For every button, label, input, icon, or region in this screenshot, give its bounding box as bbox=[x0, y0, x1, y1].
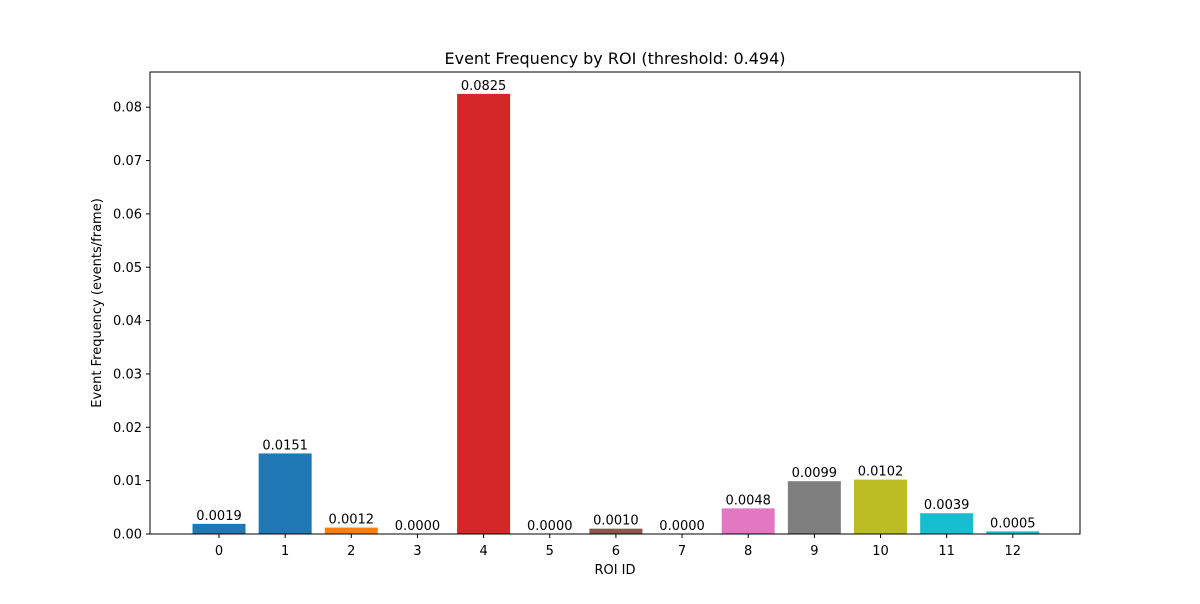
bar-value-label: 0.0039 bbox=[924, 498, 970, 513]
y-tick-label: 0.00 bbox=[113, 528, 142, 543]
x-tick-label: 9 bbox=[810, 544, 818, 559]
x-tick-label: 0 bbox=[215, 544, 223, 559]
bar-value-label: 0.0048 bbox=[725, 493, 771, 508]
y-tick-label: 0.04 bbox=[113, 314, 142, 329]
bar-value-label: 0.0005 bbox=[990, 516, 1036, 531]
bar-value-label: 0.0012 bbox=[329, 513, 375, 528]
bar bbox=[258, 453, 312, 534]
bar bbox=[457, 93, 511, 534]
bar bbox=[192, 523, 246, 534]
x-tick-label: 12 bbox=[1005, 544, 1022, 559]
bar-value-label: 0.0000 bbox=[527, 519, 573, 534]
bar-value-label: 0.0102 bbox=[858, 465, 904, 480]
x-tick-label: 10 bbox=[872, 544, 889, 559]
y-tick-label: 0.06 bbox=[113, 207, 142, 222]
bar-value-label: 0.0010 bbox=[593, 514, 639, 529]
x-tick-label: 11 bbox=[938, 544, 955, 559]
bar-value-label: 0.0825 bbox=[461, 79, 507, 94]
y-tick-label: 0.02 bbox=[113, 421, 142, 436]
bar-value-label: 0.0099 bbox=[792, 466, 838, 481]
bar bbox=[324, 527, 378, 534]
x-tick-label: 6 bbox=[612, 544, 620, 559]
bar-value-labels: 0.0019 0.0151 0.0012 0.0000 0.0825 0.0000 0.00… bbox=[196, 79, 1035, 534]
bar-value-label: 0.0019 bbox=[196, 509, 242, 524]
x-tick-label: 3 bbox=[413, 544, 421, 559]
chart-title: Event Frequency by ROI (threshold: 0.494… bbox=[444, 49, 785, 68]
bar-value-label: 0.0000 bbox=[659, 519, 705, 534]
y-axis-ticks: 0.00 0.01 0.02 0.03 0.04 0.05 0.06 0.07 0.08 bbox=[113, 101, 150, 543]
bars bbox=[192, 93, 1040, 534]
y-tick-label: 0.05 bbox=[113, 261, 142, 276]
x-tick-label: 5 bbox=[546, 544, 554, 559]
bar bbox=[589, 528, 643, 534]
x-axis-ticks: 0 1 2 3 4 5 6 7 8 9 10 11 12 bbox=[215, 534, 1021, 559]
x-tick-label: 1 bbox=[281, 544, 289, 559]
x-tick-label: 8 bbox=[744, 544, 752, 559]
bar bbox=[854, 479, 907, 534]
x-tick-label: 7 bbox=[678, 544, 686, 559]
plot-area-frame bbox=[149, 71, 1081, 535]
bar bbox=[920, 513, 974, 534]
bar-value-label: 0.0151 bbox=[262, 438, 308, 453]
x-tick-label: 4 bbox=[479, 544, 487, 559]
y-tick-label: 0.03 bbox=[113, 367, 142, 382]
bar-value-label: 0.0000 bbox=[395, 519, 441, 534]
y-tick-label: 0.07 bbox=[113, 154, 142, 169]
y-tick-label: 0.01 bbox=[113, 474, 142, 489]
bar bbox=[986, 531, 1040, 534]
bar bbox=[721, 508, 775, 534]
x-axis-label: ROI ID bbox=[594, 563, 635, 578]
bar bbox=[787, 481, 841, 534]
y-tick-label: 0.08 bbox=[113, 101, 142, 116]
x-tick-label: 2 bbox=[347, 544, 355, 559]
y-axis-label: Event Frequency (events/frame) bbox=[90, 198, 105, 408]
